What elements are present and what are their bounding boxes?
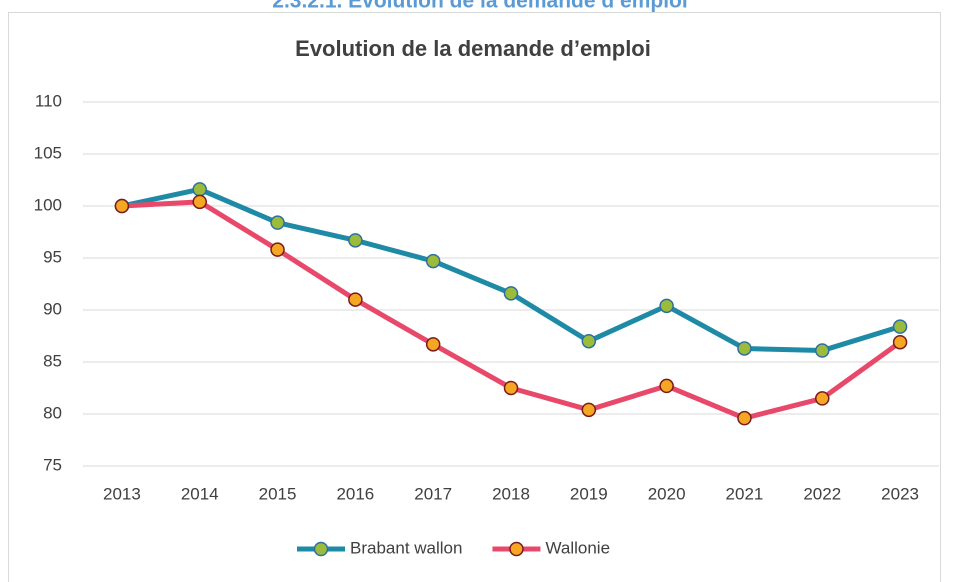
x-tick-label: 2022 — [803, 484, 841, 503]
x-tick-label: 2021 — [726, 484, 764, 503]
series-marker — [348, 292, 363, 307]
y-tick-label: 75 — [43, 455, 62, 474]
series-marker — [581, 333, 597, 349]
x-tick-label: 2016 — [336, 484, 374, 503]
series-marker — [192, 182, 207, 197]
y-tick-label: 85 — [43, 351, 62, 370]
series-marker — [270, 215, 285, 230]
series-marker — [892, 319, 908, 334]
legend-marker — [313, 541, 329, 557]
series-marker — [737, 341, 752, 356]
series-marker — [659, 298, 674, 314]
series-marker — [737, 410, 752, 426]
x-tick-label: 2018 — [492, 484, 530, 503]
legend-marker — [509, 541, 524, 557]
series-marker — [425, 337, 441, 352]
y-tick-label: 80 — [43, 403, 62, 422]
series-marker — [270, 242, 285, 257]
y-tick-label: 110 — [35, 91, 62, 110]
chart-title: Evolution de la demande d’emploi — [295, 36, 651, 61]
series-marker — [659, 378, 674, 394]
x-tick-label: 2017 — [414, 484, 452, 503]
legend-label: Wallonie — [545, 538, 610, 557]
series-marker — [503, 380, 519, 396]
series-marker — [114, 198, 130, 214]
x-tick-label: 2019 — [570, 484, 608, 503]
x-tick-label: 2015 — [259, 484, 297, 503]
chart-frame — [8, 12, 941, 582]
x-tick-label: 2013 — [103, 484, 141, 503]
section-heading: 2.3.2.1. Evolution de la demande d’emplo… — [272, 0, 687, 13]
y-tick-label: 95 — [43, 247, 62, 266]
y-tick-label: 90 — [43, 299, 62, 318]
x-tick-label: 2020 — [648, 484, 686, 503]
series-marker — [503, 286, 519, 301]
series-marker — [892, 334, 908, 350]
series-marker — [815, 343, 830, 358]
series-marker — [581, 402, 597, 418]
series-marker — [815, 391, 830, 406]
y-tick-label: 100 — [34, 195, 62, 214]
x-tick-label: 2014 — [181, 484, 219, 503]
series-marker — [348, 233, 363, 248]
legend-label: Brabant wallon — [350, 538, 462, 557]
y-tick-label: 105 — [34, 143, 62, 162]
series-line — [121, 186, 901, 354]
x-tick-label: 2023 — [881, 484, 919, 503]
series-marker — [192, 194, 207, 210]
series-marker — [425, 253, 441, 269]
